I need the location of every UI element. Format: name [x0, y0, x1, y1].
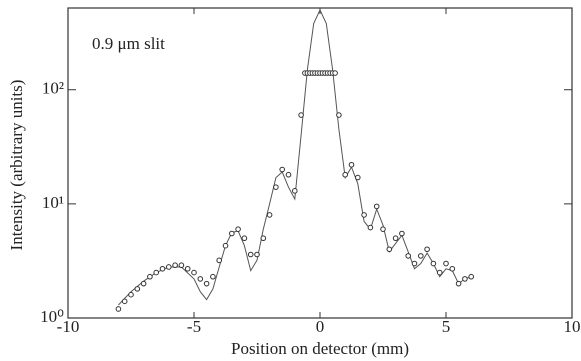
data-point [399, 230, 405, 237]
data-point [210, 273, 216, 280]
data-point [203, 280, 210, 287]
theory-line [118, 8, 472, 306]
data-point [342, 171, 349, 178]
data-point [298, 112, 304, 118]
data-point [285, 171, 292, 178]
data-point [178, 262, 185, 269]
data-point [153, 269, 159, 276]
data-point [449, 265, 456, 272]
data-point [373, 203, 380, 210]
y-tick-label: 10² [42, 79, 64, 98]
data-point [247, 251, 254, 258]
data-point [411, 260, 418, 267]
data-point [336, 112, 342, 118]
y-axis-title: Intensity (arbitrary units) [7, 80, 26, 251]
data-point [279, 166, 286, 173]
data-point [430, 260, 437, 267]
data-point [418, 253, 424, 259]
data-point [443, 260, 449, 267]
x-tick-label: -10 [57, 317, 80, 336]
data-point [380, 226, 386, 232]
data-point [254, 251, 260, 258]
data-point [355, 174, 361, 181]
data-point [184, 265, 191, 272]
data-point [266, 212, 273, 218]
data-point [392, 235, 399, 242]
data-point [140, 280, 147, 287]
data-point [361, 212, 367, 218]
y-tick-label: 10¹ [42, 193, 64, 212]
data-point [405, 253, 412, 259]
data-point [121, 298, 128, 305]
data-point [128, 291, 134, 298]
data-point [367, 224, 374, 231]
data-point [222, 242, 229, 249]
x-tick-label: -5 [187, 317, 201, 336]
plot-frame [67, 7, 573, 319]
x-axis-title: Position on detector (mm) [231, 339, 409, 358]
data-point [235, 226, 241, 232]
data-point [147, 273, 153, 280]
data-point [191, 269, 197, 276]
data-point [241, 235, 248, 242]
data-point [172, 262, 178, 269]
data-point [436, 269, 443, 276]
data-point [115, 306, 122, 312]
data-point [455, 280, 462, 287]
data-point [273, 184, 279, 190]
annotation: 0.9 μm slit [92, 34, 165, 53]
data-point [348, 161, 355, 168]
x-tick-label: 5 [442, 317, 451, 336]
data-point [229, 230, 235, 237]
data-point [462, 276, 468, 282]
x-tick-label: 0 [316, 317, 325, 336]
data-point [468, 273, 475, 280]
data-point [159, 265, 166, 272]
data-point [424, 246, 430, 253]
data-point [386, 246, 393, 253]
data-point [134, 286, 141, 292]
x-tick-label: 10 [564, 317, 581, 336]
data-point [197, 276, 204, 282]
data-point [332, 70, 338, 76]
data-point [292, 188, 298, 194]
data-point [166, 264, 172, 270]
data-point [260, 235, 267, 242]
y-tick-label: 10⁰ [40, 307, 64, 326]
data-point [216, 257, 222, 264]
